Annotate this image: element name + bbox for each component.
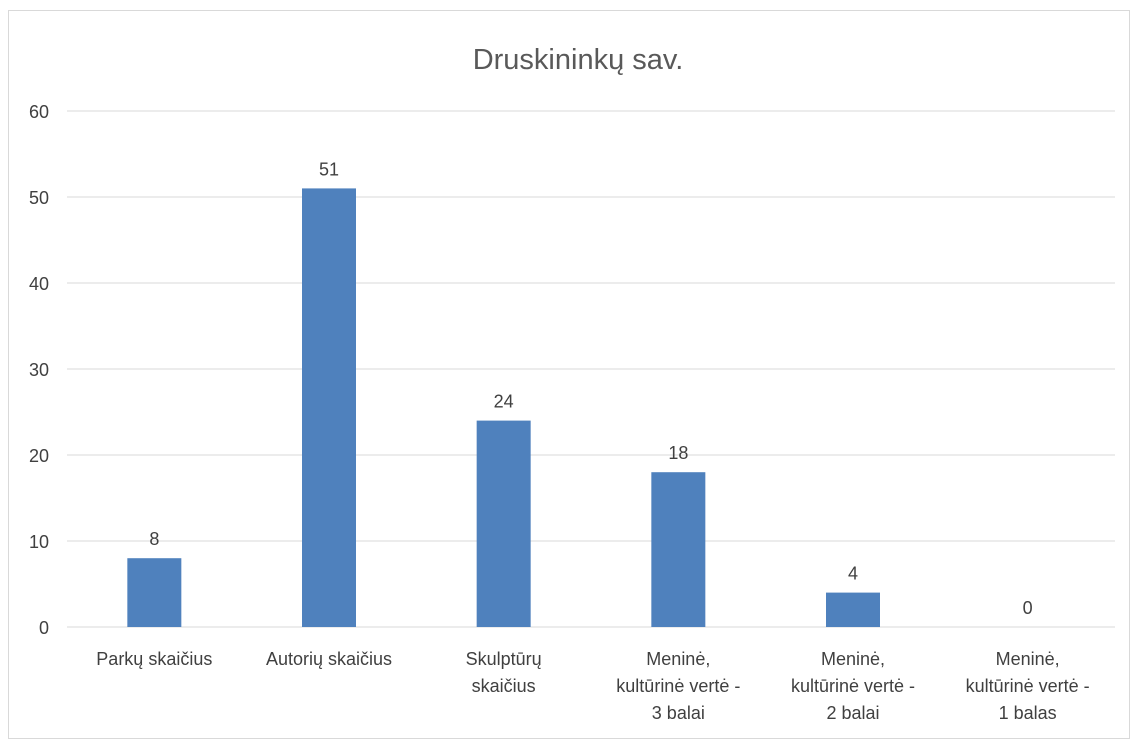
y-tick-label: 30 [29,360,49,380]
data-label: 8 [149,529,159,549]
x-tick-label-line: Autorių skaičius [266,649,392,669]
bar [477,421,531,627]
data-label: 4 [848,564,858,584]
x-tick-label-line: 3 balai [652,703,705,723]
data-label: 51 [319,159,339,179]
bar [127,558,181,627]
data-label: 18 [668,443,688,463]
x-tick-label-line: 2 balai [826,703,879,723]
data-labels: 8 51 24 18 4 0 [149,159,1032,618]
bar [826,593,880,627]
x-tick-label: Skulptūrų skaičius [466,649,542,696]
y-tick-label: 40 [29,274,49,294]
chart-title: Druskininkų sav. [473,44,684,76]
x-tick-label-line: kultūrinė vertė - [616,676,740,696]
x-tick-label-line: Meninė, [821,649,885,669]
x-tick-label-line: Meninė, [646,649,710,669]
x-tick-label: Meninė, kultūrinė vertė - 1 balas [966,649,1090,723]
data-label: 24 [494,392,514,412]
data-label: 0 [1023,598,1033,618]
x-tick-label: Meninė, kultūrinė vertė - 3 balai [616,649,740,723]
gridlines [67,111,1115,627]
bar [651,472,705,627]
x-tick-label-line: kultūrinė vertė - [791,676,915,696]
y-tick-label: 0 [39,618,49,638]
x-tick-label: Parkų skaičius [96,649,212,669]
chart-frame: Druskininkų sav. 0 10 20 30 40 50 60 8 51 24 18 4 0… [8,10,1130,739]
y-tick-label: 10 [29,532,49,552]
y-tick-label: 60 [29,102,49,122]
y-tick-label: 20 [29,446,49,466]
x-tick-label-line: 1 balas [999,703,1057,723]
x-tick-label-line: kultūrinė vertė - [966,676,1090,696]
x-tick-label-line: Meninė, [996,649,1060,669]
x-tick-label-line: Skulptūrų [466,649,542,669]
x-axis-tick-labels: Parkų skaičius Autorių skaičius Skulptūrų s… [96,649,1089,723]
x-tick-label-line: Parkų skaičius [96,649,212,669]
x-tick-label: Meninė, kultūrinė vertė - 2 balai [791,649,915,723]
y-axis-tick-labels: 0 10 20 30 40 50 60 [29,102,49,638]
x-tick-label: Autorių skaičius [266,649,392,669]
bar [302,188,356,627]
y-tick-label: 50 [29,188,49,208]
x-tick-label-line: skaičius [472,676,536,696]
